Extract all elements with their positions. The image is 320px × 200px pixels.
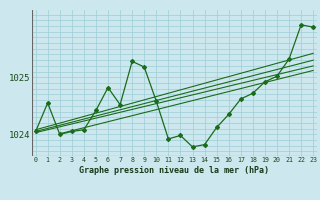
- X-axis label: Graphe pression niveau de la mer (hPa): Graphe pression niveau de la mer (hPa): [79, 166, 269, 175]
